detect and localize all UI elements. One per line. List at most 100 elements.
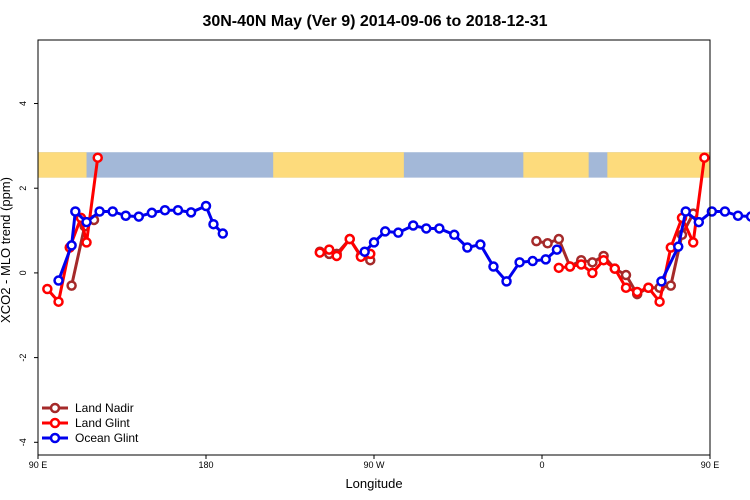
- data-point: [687, 237, 699, 248]
- series-land-nadir: [66, 208, 699, 300]
- series-ocean-glint: [53, 200, 750, 287]
- data-point: [200, 200, 212, 212]
- data-point: [368, 237, 380, 248]
- data-point: [587, 267, 598, 279]
- x-axis-label: Longitude: [345, 476, 402, 491]
- data-point: [344, 233, 355, 245]
- data-point: [70, 206, 81, 217]
- data-point: [665, 280, 677, 291]
- data-point: [475, 239, 486, 250]
- data-point: [643, 282, 654, 293]
- data-point: [654, 296, 665, 307]
- y-tick-label: 0: [18, 270, 28, 275]
- data-point: [631, 286, 643, 298]
- map-strip: [38, 152, 710, 178]
- data-point: [656, 276, 667, 287]
- data-point: [706, 206, 718, 217]
- data-point: [314, 247, 326, 258]
- data-point: [421, 223, 432, 234]
- data-point: [379, 226, 391, 237]
- data-point: [185, 207, 197, 218]
- data-point: [462, 242, 473, 253]
- data-point: [53, 296, 64, 307]
- data-point: [159, 204, 171, 216]
- data-point: [514, 257, 525, 268]
- legend-marker: [49, 432, 61, 444]
- y-axis: -4 -2 0 2 4: [18, 101, 38, 446]
- data-point: [42, 283, 53, 295]
- legend-item: Land Nadir: [42, 401, 134, 415]
- series-land-glint: [42, 152, 710, 307]
- data-point: [393, 227, 404, 238]
- legend-item: Land Glint: [42, 416, 130, 430]
- map-land-2: [523, 152, 589, 178]
- y-axis-label: XCO2 - MLO trend (ppm): [0, 177, 13, 323]
- y-tick-label: -4: [18, 438, 28, 446]
- legend-label: Ocean Glint: [75, 431, 139, 445]
- data-point: [531, 235, 542, 247]
- data-point: [719, 206, 731, 217]
- data-point: [92, 152, 103, 163]
- data-point: [542, 238, 553, 249]
- data-point: [501, 276, 512, 287]
- data-point: [107, 206, 118, 217]
- series-layer: [42, 152, 750, 307]
- data-point: [745, 211, 750, 222]
- data-point: [434, 223, 445, 234]
- map-land-1: [273, 152, 404, 178]
- data-point: [620, 269, 632, 281]
- data-point: [120, 210, 131, 221]
- data-point: [587, 257, 598, 268]
- data-point: [81, 237, 92, 248]
- data-point: [488, 261, 499, 272]
- x-axis: 90 E 180 90 W 0 90 E: [29, 455, 720, 470]
- data-point: [217, 228, 229, 239]
- data-point: [359, 246, 370, 257]
- legend-label: Land Glint: [75, 416, 130, 430]
- data-point: [620, 282, 632, 293]
- data-point: [564, 261, 576, 272]
- legend-label: Land Nadir: [75, 401, 134, 415]
- data-point: [94, 206, 105, 217]
- data-point: [53, 275, 64, 286]
- map-land-3: [607, 152, 710, 178]
- data-point: [66, 240, 77, 251]
- data-point: [699, 152, 710, 163]
- x-tick-label: 90 W: [363, 460, 385, 470]
- data-point: [673, 241, 684, 252]
- data-point: [172, 204, 184, 216]
- data-point: [553, 233, 565, 245]
- data-point: [449, 229, 460, 241]
- data-point: [553, 262, 565, 274]
- data-point: [527, 255, 538, 267]
- legend-marker: [49, 417, 61, 429]
- data-point: [693, 216, 705, 228]
- map-land-0: [38, 152, 87, 178]
- legend-item: Ocean Glint: [42, 431, 139, 445]
- series-line: [363, 223, 558, 283]
- data-point: [540, 254, 551, 265]
- data-point: [81, 216, 92, 228]
- data-point: [146, 207, 158, 219]
- data-point: [133, 211, 145, 222]
- x-tick-label: 0: [539, 460, 544, 470]
- x-tick-label: 90 E: [701, 460, 720, 470]
- y-tick-label: -2: [18, 354, 28, 362]
- data-point: [331, 250, 342, 262]
- x-tick-label: 180: [198, 460, 213, 470]
- x-tick-label: 90 E: [29, 460, 48, 470]
- data-point: [575, 259, 587, 270]
- legend-marker: [49, 402, 61, 414]
- y-tick-label: 4: [18, 101, 28, 106]
- chart-title: 30N-40N May (Ver 9) 2014-09-06 to 2018-1…: [202, 13, 547, 30]
- data-point: [551, 244, 563, 255]
- data-point: [609, 263, 621, 274]
- y-tick-label: 2: [18, 186, 28, 191]
- data-point: [66, 280, 77, 291]
- data-point: [407, 220, 419, 231]
- data-point: [680, 206, 691, 217]
- data-point: [323, 244, 335, 255]
- data-point: [732, 210, 744, 221]
